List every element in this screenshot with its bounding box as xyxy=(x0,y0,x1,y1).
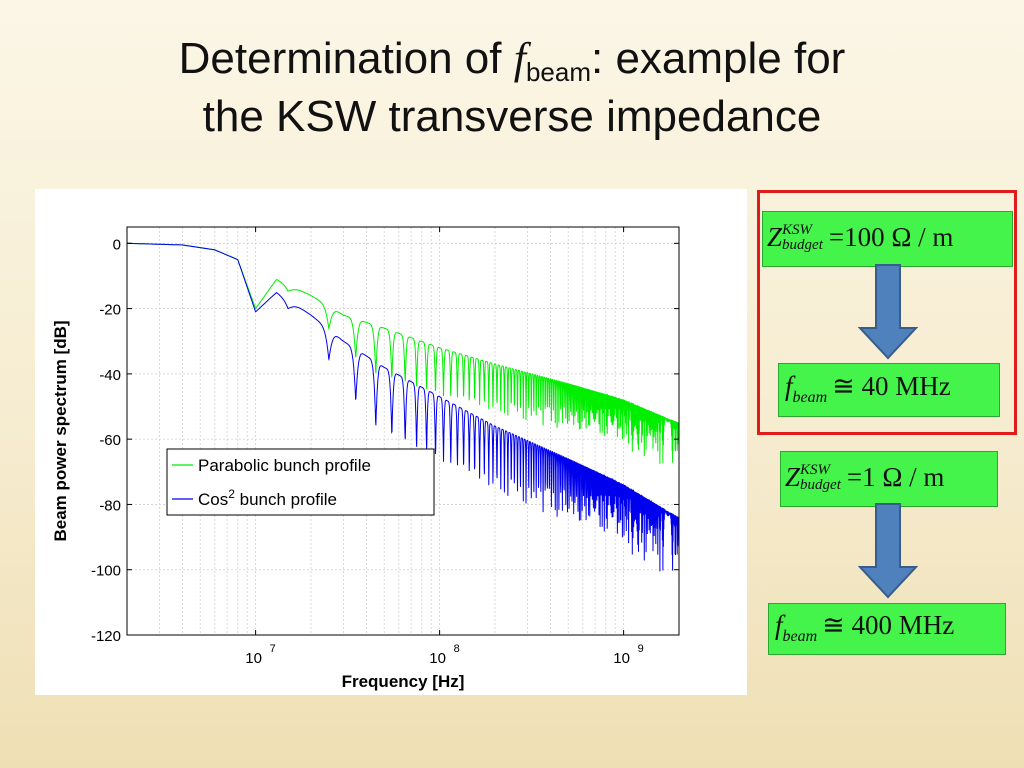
formula-subscript: beam xyxy=(782,628,818,645)
title-suffix: : example for xyxy=(591,34,846,83)
formula-symbol: f xyxy=(785,371,793,401)
x-tick-label: 10 xyxy=(613,650,630,667)
formula-symbol: f xyxy=(775,610,783,640)
formula-subscript: budget xyxy=(800,476,841,493)
formula-supsub: KSW budget xyxy=(800,461,841,493)
formula-rhs: =100 Ω / m xyxy=(828,222,954,252)
formula-z-budget-100: Z KSW budget =100 Ω / m xyxy=(762,211,1013,267)
formula-symbol: Z xyxy=(785,462,801,492)
title-prefix: Determination of xyxy=(178,34,514,83)
axes-layer: 0 -20 -40 -60 -80 -100 -120 10 7 10 8 10 9 Frequency … xyxy=(51,226,680,691)
formula-rhs: =1 Ω / m xyxy=(846,462,945,492)
x-tick-exponent: 8 xyxy=(454,643,460,655)
x-axis-label: Frequency [Hz] xyxy=(342,672,465,691)
y-tick-label: -80 xyxy=(99,497,121,514)
plot-area xyxy=(127,227,679,635)
formula-z-budget-1: Z KSW budget =1 Ω / m xyxy=(780,451,998,507)
y-tick-label: -120 xyxy=(91,628,121,645)
title-subscript: beam xyxy=(525,57,591,87)
formula-subscript: beam xyxy=(792,389,828,406)
title-f-symbol: f xyxy=(513,34,526,83)
formula-f-beam-400: fbeam ≅ 400 MHz xyxy=(768,603,1006,655)
y-axis-label: Beam power spectrum [dB] xyxy=(51,320,70,541)
series-line-cos2 xyxy=(127,242,680,572)
y-tick-label: -100 xyxy=(91,563,121,580)
down-arrow-icon xyxy=(858,503,918,599)
down-arrow-icon xyxy=(858,264,918,360)
axes-frame xyxy=(126,226,680,636)
title-line-1: Determination of fbeam: example for xyxy=(0,30,1024,88)
legend-label: Cos2 bunch profile xyxy=(198,487,337,509)
y-tick-label: -60 xyxy=(99,432,121,449)
formula-superscript: KSW xyxy=(782,221,813,238)
legend: Parabolic bunch profile Cos2 bunch profil… xyxy=(166,448,435,516)
title-line-2: the KSW transverse impedance xyxy=(202,92,822,141)
y-tick-label: 0 xyxy=(113,236,121,253)
formula-supsub: KSW budget xyxy=(782,221,823,253)
series-layer xyxy=(127,242,680,572)
y-tick-label: -40 xyxy=(99,367,121,384)
legend-label: Parabolic bunch profile xyxy=(198,456,371,475)
slide-title: Determination of fbeam: example for the … xyxy=(0,30,1024,146)
chart-panel: 0 -20 -40 -60 -80 -100 -120 10 7 10 8 10 9 Frequency … xyxy=(35,189,747,695)
x-tick-exponent: 7 xyxy=(270,643,276,655)
x-tick-label: 10 xyxy=(429,650,446,667)
y-tick-label: -20 xyxy=(99,302,121,319)
grid-layer xyxy=(126,227,680,636)
x-tick-label: 10 xyxy=(245,650,262,667)
x-tick-exponent: 9 xyxy=(638,643,644,655)
formula-f-beam-40: fbeam ≅ 40 MHz xyxy=(778,363,1000,417)
highlight-box xyxy=(757,190,1017,435)
formula-rhs: ≅ 400 MHz xyxy=(822,610,955,640)
formula-subscript: budget xyxy=(782,236,823,253)
spectrum-chart: 0 -20 -40 -60 -80 -100 -120 10 7 10 8 10 9 Frequency … xyxy=(51,226,680,691)
formula-superscript: KSW xyxy=(800,461,831,478)
legend-box xyxy=(166,448,435,516)
formula-rhs: ≅ 40 MHz xyxy=(832,371,951,401)
formula-symbol: Z xyxy=(767,222,783,252)
